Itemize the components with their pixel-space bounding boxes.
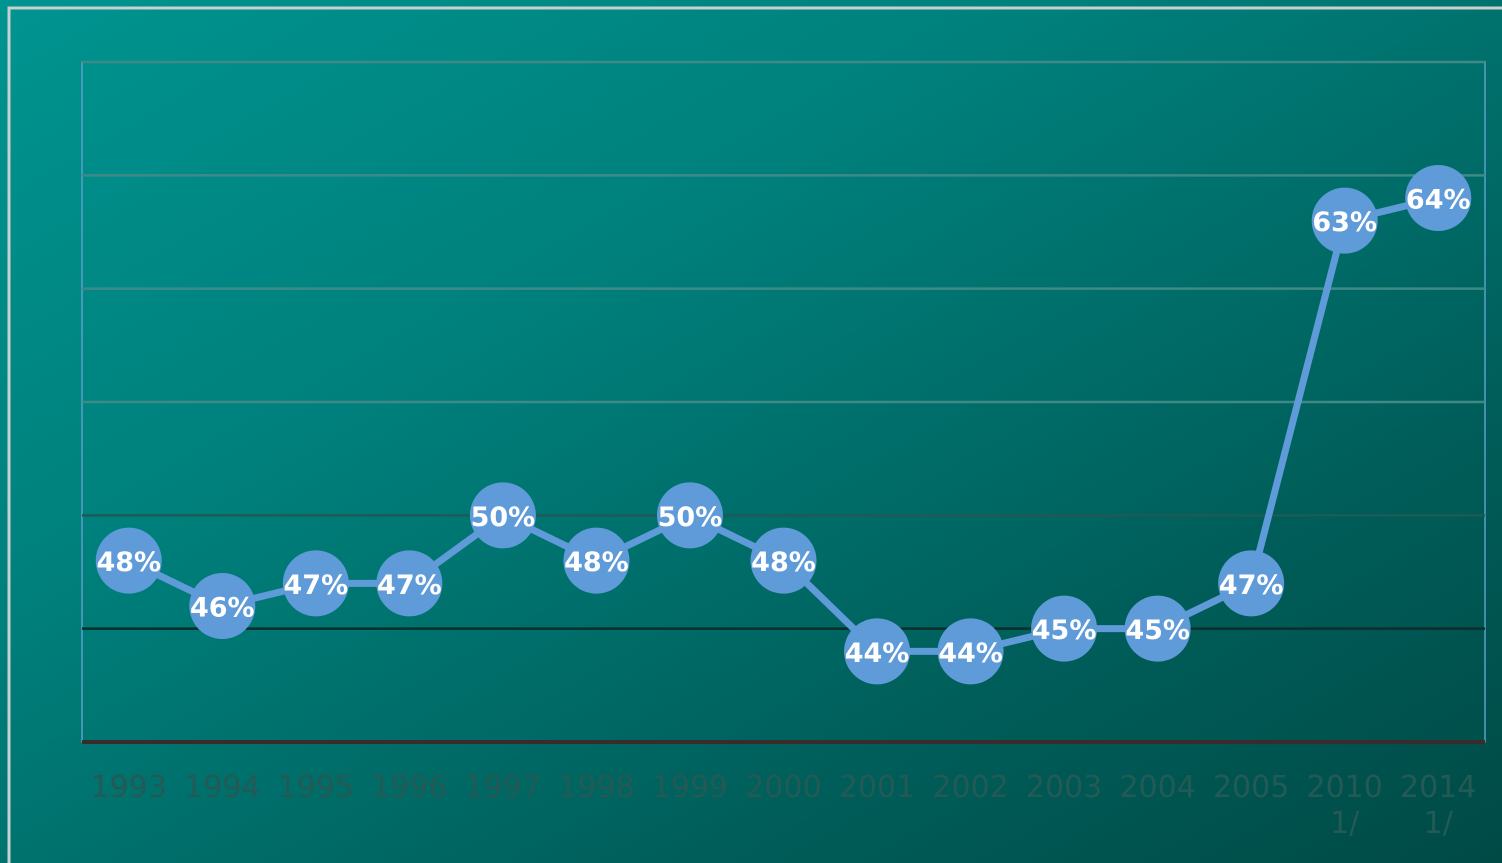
x-tick-label: 2004 xyxy=(1119,770,1196,805)
data-label: 50% xyxy=(471,502,536,533)
x-tick-label: 2014 1/ xyxy=(1400,770,1477,841)
data-label: 44% xyxy=(938,638,1003,669)
x-tick-label: 1994 xyxy=(184,770,261,805)
point xyxy=(937,618,1004,685)
data-label: 64% xyxy=(1406,185,1471,216)
data-label: 45% xyxy=(1032,615,1097,646)
x-tick-label: 1993 xyxy=(90,770,167,805)
point xyxy=(1124,595,1191,662)
x-tick-label: 2001 xyxy=(838,770,916,805)
data-label: 50% xyxy=(658,502,723,533)
data-label: 45% xyxy=(1125,615,1190,646)
point xyxy=(95,527,162,594)
x-tick-label: 1998 xyxy=(558,770,635,805)
x-tick-label: 1997 xyxy=(464,770,542,805)
point xyxy=(189,573,256,639)
x-tick-label: 2002 xyxy=(932,770,1009,805)
data-label: 46% xyxy=(190,593,255,624)
point xyxy=(1405,165,1472,231)
point xyxy=(1311,187,1378,254)
point xyxy=(282,550,349,617)
point xyxy=(844,618,911,685)
data-label: 48% xyxy=(564,547,629,578)
x-tick-label: 2003 xyxy=(1025,770,1103,805)
point xyxy=(469,482,536,549)
data-label: 48% xyxy=(751,547,816,578)
x-tick-label: 2005 xyxy=(1212,770,1290,805)
point xyxy=(376,550,443,617)
point xyxy=(563,527,630,594)
data-label: 47% xyxy=(377,570,442,601)
data-label: 47% xyxy=(1219,570,1284,601)
x-tick-label: 2010 1/ xyxy=(1306,770,1383,841)
data-label: 63% xyxy=(1312,207,1377,238)
frame xyxy=(7,6,1502,863)
x-tick-label: 1996 xyxy=(371,770,448,805)
x-tick-label: 1999 xyxy=(651,770,729,805)
x-tick-label: 2000 xyxy=(745,770,822,805)
point xyxy=(1218,550,1285,617)
data-label: 48% xyxy=(96,547,161,578)
data-label: 44% xyxy=(845,638,910,669)
point xyxy=(656,482,723,549)
x-tick-label: 1995 xyxy=(277,770,354,805)
point xyxy=(1031,595,1098,662)
data-label: 47% xyxy=(284,570,349,601)
point xyxy=(750,527,817,594)
